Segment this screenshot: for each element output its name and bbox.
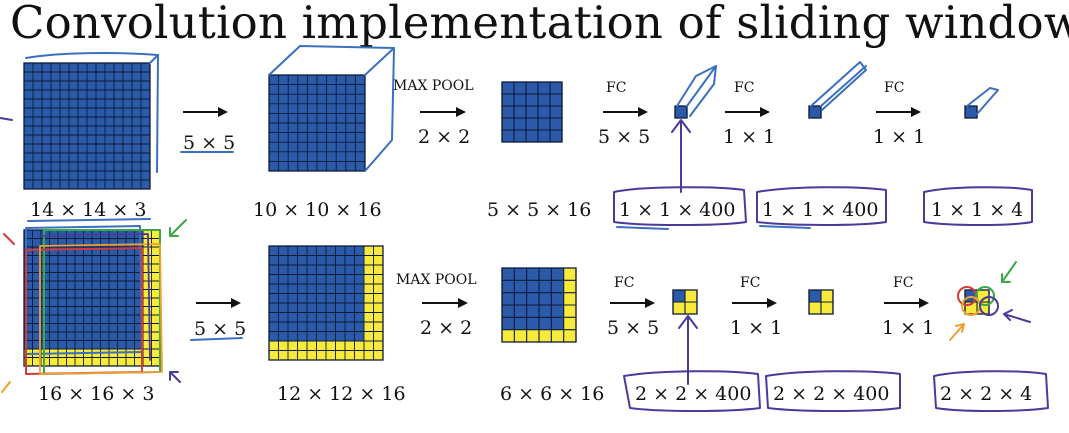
top-pool-output-grid	[501, 81, 563, 143]
top-fc1-label: FC	[606, 80, 627, 96]
top-input-underline	[27, 218, 151, 222]
top-fc2-arrow	[725, 107, 770, 117]
bottom-fc2-arrow	[732, 298, 777, 308]
bottom-output-orange-arrow	[949, 323, 965, 341]
top-left-edge-arrow	[0, 117, 13, 121]
top-fc1-output-cell	[674, 105, 688, 119]
bottom-green-pointer	[169, 219, 187, 237]
bottom-pool-output-grid	[501, 267, 577, 343]
bottom-conv-arrow	[196, 298, 241, 308]
bottom-conv-output-dims: 12 × 12 × 16	[277, 383, 406, 405]
top-input-depth-sketch	[25, 52, 159, 173]
top-fc2-output-dims: 1 × 1 × 400	[762, 199, 879, 221]
bottom-orange-pointer	[1, 381, 11, 393]
bottom-output-purple-circle	[979, 296, 999, 316]
top-fc3-size: 1 × 1	[873, 126, 926, 148]
bottom-fc3-output-dims: 2 × 2 × 4	[940, 383, 1033, 405]
bottom-fc1-output-box	[623, 370, 761, 412]
top-fc3-output-box	[923, 186, 1033, 226]
bottom-fc1-output-grid	[672, 289, 698, 315]
top-maxpool-size: 2 × 2	[418, 126, 471, 148]
bottom-output-green-arrow	[1001, 261, 1017, 283]
bottom-red-pointer	[3, 233, 15, 245]
bottom-conv-filter-label: 5 × 5	[194, 318, 247, 340]
bottom-maxpool-label: MAX POOL	[396, 272, 477, 288]
bottom-fc1-label: FC	[614, 275, 635, 291]
bottom-pool-output-dims: 6 × 6 × 16	[500, 383, 605, 405]
bottom-fc3-label: FC	[893, 275, 914, 291]
top-fc2-output-cell	[808, 105, 822, 119]
bottom-window-purple	[39, 233, 151, 361]
top-fc3-volume-sketch	[966, 87, 999, 115]
top-fc1-arrow	[603, 107, 648, 117]
top-fc3-output-dims: 1 × 1 × 4	[931, 199, 1024, 221]
slide-title: Convolution implementation of sliding wi…	[10, 0, 1069, 49]
bottom-fc2-label: FC	[740, 275, 761, 291]
top-input-dims: 14 × 14 × 3	[30, 199, 147, 221]
top-fc1-output-box	[613, 186, 747, 226]
bottom-conv-underline	[190, 337, 243, 341]
bottom-fc1-arrow	[610, 298, 655, 308]
top-conv-arrow	[183, 107, 228, 117]
bottom-fc3-arrow	[884, 298, 929, 308]
bottom-fc1-output-dims: 2 × 2 × 400	[635, 383, 752, 405]
bottom-maxpool-size: 2 × 2	[420, 317, 473, 339]
bottom-fc1-size: 5 × 5	[607, 317, 660, 339]
bottom-pool-arrow	[422, 298, 468, 308]
top-fc1-output-dims: 1 × 1 × 400	[619, 199, 736, 221]
top-conv-filter-label: 5 × 5	[183, 132, 236, 154]
bottom-fc3-output-box	[933, 370, 1049, 412]
bottom-input-dims: 16 × 16 × 3	[38, 383, 155, 405]
top-fc2-size: 1 × 1	[723, 126, 776, 148]
bottom-purple-pointer	[169, 371, 181, 383]
bottom-conv-output-grid	[268, 245, 384, 361]
bottom-fc2-output-box	[765, 370, 901, 412]
top-fc2-volume-sketch	[810, 61, 867, 111]
top-conv-output-dims: 10 × 10 × 16	[253, 199, 382, 221]
top-fc3-arrow	[876, 107, 921, 117]
top-input-grid	[23, 62, 151, 190]
top-pool-arrow	[420, 107, 466, 117]
top-fc1-underline	[616, 226, 669, 230]
top-fc3-output-cell	[964, 105, 978, 119]
top-conv-output-grid	[268, 74, 366, 172]
bottom-fc2-size: 1 × 1	[730, 317, 783, 339]
bottom-fc3-size: 1 × 1	[882, 317, 935, 339]
bottom-fc2-output-dims: 2 × 2 × 400	[773, 383, 890, 405]
bottom-fc2-output-grid	[808, 289, 834, 315]
bottom-window-orange	[39, 243, 163, 375]
top-fc1-size: 5 × 5	[598, 126, 651, 148]
top-maxpool-label: MAX POOL	[393, 78, 474, 94]
top-fc2-label: FC	[734, 80, 755, 96]
top-fc2-output-box	[756, 186, 887, 226]
bottom-output-purple-arrow	[1003, 309, 1031, 323]
top-pool-output-dims: 5 × 5 × 16	[487, 199, 592, 221]
top-fc2-underline	[759, 225, 811, 229]
top-fc3-label: FC	[884, 80, 905, 96]
